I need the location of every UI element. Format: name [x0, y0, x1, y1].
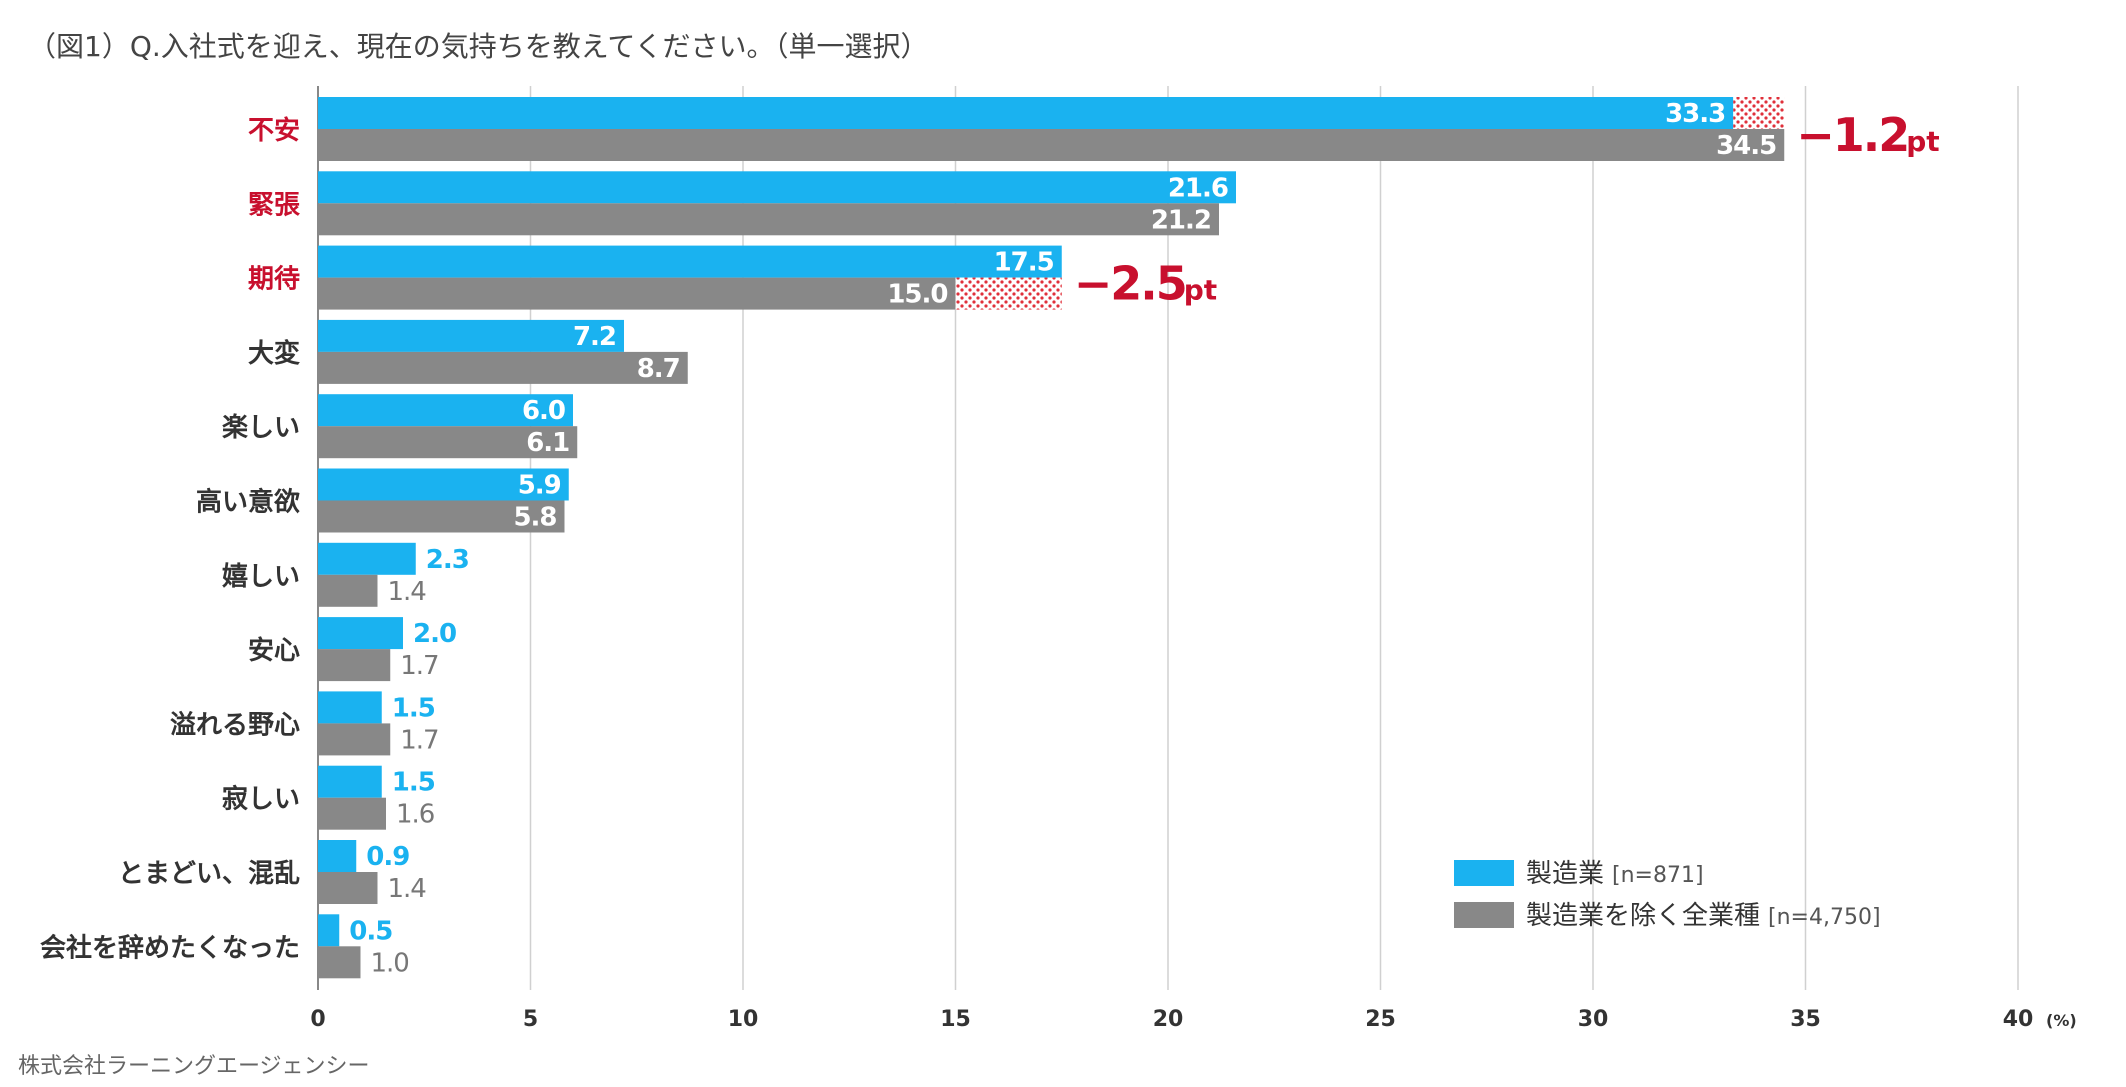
x-tick-label: 5 [523, 1007, 538, 1032]
category-label: 楽しい [222, 413, 300, 443]
category-label: 緊張 [248, 190, 300, 220]
bars: 33.334.5 21.621.2 17.5 15.0 7.2 8.7 6.06.1 5.95… [318, 97, 1785, 979]
bar [318, 351, 688, 384]
legend-swatch-manufacturing [1454, 860, 1514, 886]
bar [318, 426, 578, 459]
legend-n-count: [n=871] [1612, 863, 1704, 888]
data-label: 1.4 [388, 874, 427, 904]
data-label: 7.2 [573, 322, 616, 352]
bar [318, 245, 1062, 278]
bar [318, 872, 378, 904]
bar [318, 946, 361, 979]
category-label: 期待 [248, 265, 300, 295]
data-label: 1.4 [388, 577, 427, 607]
x-axis-unit: (%) [2046, 1011, 2077, 1030]
x-tick-label: 15 [940, 1007, 971, 1032]
data-label: 17.5 [994, 248, 1054, 278]
bar [318, 277, 956, 310]
bar [318, 542, 416, 575]
bar [318, 840, 357, 872]
bar [318, 500, 565, 533]
category-label: 安心 [248, 636, 300, 666]
data-label: 1.5 [392, 693, 435, 723]
bar [318, 691, 382, 724]
chart-title: （図1）Q.入社式を迎え、現在の気持ちを教えてください。（単一選択） [28, 30, 929, 63]
data-label: 33.3 [1665, 99, 1725, 129]
bar [318, 97, 1734, 129]
bar [318, 649, 391, 682]
data-label: 8.7 [637, 354, 680, 384]
x-tick-label: 35 [1790, 1007, 1821, 1032]
category-label: 高い意欲 [196, 487, 300, 518]
bar [318, 617, 403, 650]
data-label: 0.5 [349, 916, 392, 946]
difference-hatch [1733, 97, 1785, 129]
bar [318, 171, 1236, 204]
x-tick-label: 25 [1365, 1007, 1396, 1032]
category-label: 大変 [248, 338, 300, 369]
data-label: 6.0 [522, 396, 565, 426]
x-tick-label: 10 [728, 1007, 759, 1032]
difference-number: −1.2 [1796, 108, 1908, 162]
data-label: 21.2 [1151, 205, 1211, 235]
legend-swatch-all-industries [1454, 902, 1514, 928]
bar [318, 468, 569, 501]
grid-lines [317, 86, 2019, 990]
data-label: 1.7 [400, 725, 438, 755]
category-label: 会社を辞めたくなった [40, 932, 300, 963]
data-label: 1.0 [371, 948, 409, 978]
category-label: とまどい、混乱 [118, 859, 300, 889]
legend-series-name: 製造業 [1526, 859, 1604, 889]
data-label: 15.0 [887, 280, 947, 310]
bar [318, 319, 624, 352]
data-label: 6.1 [526, 428, 569, 458]
legend-label-all-industries: 製造業を除く全業種 [n=4,750] [1526, 901, 1881, 931]
difference-unit: pt [1184, 274, 1217, 307]
legend-label-manufacturing: 製造業 [n=871] [1526, 859, 1704, 889]
bar [318, 797, 386, 830]
x-tick-label: 40 [2003, 1007, 2034, 1032]
data-label: 2.3 [426, 545, 469, 575]
data-label: 1.7 [400, 651, 438, 681]
source-credit: 株式会社ラーニングエージェンシー [18, 1054, 370, 1079]
x-tick-label: 20 [1153, 1007, 1184, 1032]
x-tick-label: 0 [310, 1007, 325, 1032]
bar [318, 203, 1219, 236]
bar [318, 574, 378, 607]
difference-annotations: −1.2pt−2.5pt [955, 97, 1940, 311]
category-label: 不安 [248, 116, 300, 146]
data-label: 34.5 [1716, 131, 1776, 161]
difference-unit: pt [1906, 125, 1939, 158]
category-labels: 不安緊張期待大変楽しい高い意欲嬉しい安心溢れる野心寂しいとまどい、混乱会社を辞め… [40, 116, 300, 963]
legend-series-name: 製造業を除く全業種 [1526, 901, 1760, 931]
x-axis-ticks: 0 5 10 15 20 25 30 35 40 (%) [310, 1007, 2076, 1032]
bar [318, 765, 382, 798]
legend-n-count: [n=4,750] [1768, 905, 1881, 930]
bar [318, 914, 340, 947]
legend: 製造業 [n=871] 製造業を除く全業種 [n=4,750] [1454, 859, 1881, 931]
data-label: 0.9 [366, 842, 409, 872]
bar [318, 723, 391, 756]
data-label: 2.0 [413, 619, 456, 649]
bar [318, 394, 573, 427]
x-tick-label: 30 [1578, 1007, 1609, 1032]
category-label: 溢れる野心 [170, 710, 300, 740]
category-label: 寂しい [222, 784, 300, 815]
difference-number: −2.5 [1074, 257, 1186, 311]
difference-hatch [955, 277, 1062, 310]
category-label: 嬉しい [222, 562, 300, 592]
data-label: 5.9 [518, 471, 561, 501]
data-label: 5.8 [513, 503, 556, 533]
bar [318, 129, 1785, 161]
data-label: 1.6 [396, 800, 434, 830]
data-label: 21.6 [1168, 173, 1228, 203]
data-label: 1.5 [392, 768, 435, 798]
